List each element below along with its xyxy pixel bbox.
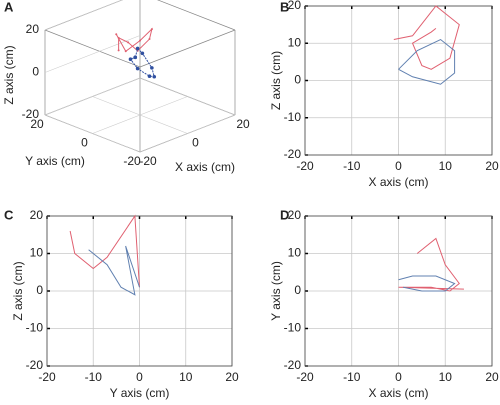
x-axis-label: Y axis (cm) [110, 386, 170, 400]
x-tick-label: -10 [85, 370, 103, 384]
point [150, 66, 154, 70]
point [124, 50, 127, 53]
panel-label: D [280, 207, 289, 222]
x-tick-label: 10 [439, 159, 453, 173]
panel-label: B [280, 0, 289, 14]
y-tick-label: 0 [81, 136, 88, 150]
box-edge [44, 0, 123, 31]
y-tick-label: 10 [288, 35, 302, 49]
grid-line [44, 0, 123, 31]
z-tick-label: -20 [22, 107, 40, 121]
point [150, 28, 153, 31]
trace [115, 27, 153, 52]
trace [88, 245, 140, 296]
y-axis-label: Y axis (cm) [269, 261, 283, 321]
point [147, 74, 152, 78]
y-tick-label: -20 [26, 358, 44, 372]
x-tick-label: -20 [296, 370, 314, 384]
plot-frame [304, 215, 493, 367]
tick-mark [44, 114, 141, 153]
point [135, 46, 140, 51]
point [133, 55, 138, 60]
point [140, 51, 145, 56]
box-edge [44, 29, 141, 68]
point [139, 39, 141, 42]
y-tick-label: -20 [284, 147, 302, 161]
x-tick-label: 0 [136, 370, 143, 384]
z-tick-label: 20 [26, 22, 40, 36]
panel-label: A [4, 0, 14, 14]
y-tick-label: 0 [294, 283, 301, 297]
y-tick-label: -20 [123, 154, 141, 168]
x-tick-label: 10 [179, 370, 193, 384]
y-tick-label: -10 [284, 110, 302, 124]
box-edge [139, 29, 236, 68]
z-axis-label: Z axis (cm) [2, 45, 16, 104]
x-tick-label: 20 [225, 370, 239, 384]
x-tick-label: 0 [192, 136, 199, 150]
y-tick-label: 0 [36, 283, 43, 297]
y-tick-label: 20 [288, 208, 302, 222]
panel-label: C [4, 207, 14, 222]
plot-frame [46, 215, 233, 367]
x-tick-label: 10 [439, 370, 453, 384]
box-edge [157, 0, 236, 31]
x-tick-label: -20 [38, 370, 56, 384]
point [152, 74, 157, 79]
point [128, 57, 133, 61]
tick-mark [139, 77, 236, 116]
x-axis-label: X axis (cm) [369, 386, 429, 400]
x-axis-label: X axis (cm) [175, 160, 235, 174]
y-tick-label: 0 [294, 73, 301, 87]
x-tick-label: -20 [296, 159, 314, 173]
y-tick-label: 20 [288, 0, 302, 12]
x-tick-label: 20 [485, 159, 499, 173]
y-axis-label: Z axis (cm) [11, 261, 25, 320]
y-tick-label: 10 [288, 246, 302, 260]
x-tick-label: 20 [236, 117, 250, 131]
y-tick-label: 20 [30, 208, 44, 222]
y-tick-label: -10 [284, 321, 302, 335]
x-axis-label: X axis (cm) [369, 175, 429, 189]
point [135, 66, 140, 71]
x-tick-label: 0 [395, 159, 402, 173]
y-axis-label: Z axis (cm) [269, 51, 283, 110]
point [127, 41, 130, 44]
y-tick-label: -20 [284, 358, 302, 372]
point [115, 33, 118, 36]
point [148, 38, 151, 41]
y-axis-label: Y axis (cm) [25, 154, 85, 168]
tick-mark [92, 96, 188, 134]
y-tick-label: -10 [26, 321, 44, 335]
y-tick-label: 20 [30, 117, 44, 131]
plot-frame [304, 5, 493, 156]
y-tick-label: 10 [30, 246, 44, 260]
trace [398, 275, 456, 292]
trace [69, 214, 140, 288]
x-tick-label: -10 [343, 370, 361, 384]
grid-line [44, 35, 141, 73]
x-tick-label: 20 [485, 370, 499, 384]
x-tick-label: -20 [139, 154, 157, 168]
x-tick-label: -10 [343, 159, 361, 173]
point [117, 49, 120, 52]
z-tick-label: 0 [32, 65, 39, 79]
point [117, 36, 120, 39]
trace [398, 38, 456, 85]
x-tick-label: 0 [395, 370, 402, 384]
trace [393, 5, 460, 70]
